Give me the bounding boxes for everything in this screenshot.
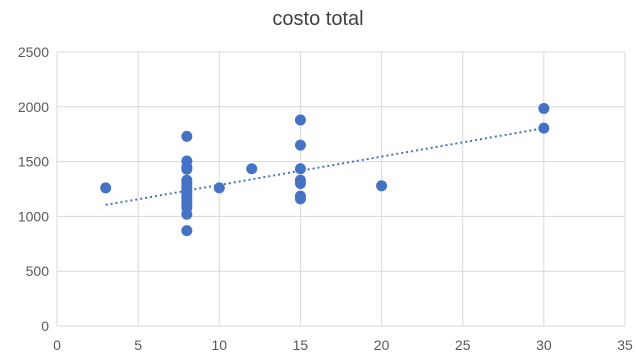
data-points xyxy=(100,102,550,237)
x-tick-label: 20 xyxy=(374,337,390,352)
y-tick-label: 0 xyxy=(41,318,49,334)
data-point xyxy=(100,182,112,194)
y-tick-label: 500 xyxy=(26,263,50,279)
trendline xyxy=(105,127,545,206)
y-tick-label: 1500 xyxy=(18,154,49,170)
x-tick-label: 5 xyxy=(134,337,142,352)
data-point xyxy=(538,102,550,114)
data-point xyxy=(181,130,193,142)
x-tick-label: 35 xyxy=(617,337,633,352)
x-tick-label: 0 xyxy=(53,337,61,352)
data-point xyxy=(294,114,306,126)
grid xyxy=(56,51,626,327)
x-tick-label: 15 xyxy=(293,337,309,352)
data-point xyxy=(294,139,306,151)
x-tick-label: 30 xyxy=(536,337,552,352)
y-tick-label: 2500 xyxy=(18,44,49,60)
data-point xyxy=(181,225,193,237)
data-point xyxy=(294,178,306,190)
data-point xyxy=(213,182,225,194)
y-tick-label: 1000 xyxy=(18,208,49,224)
data-point xyxy=(294,193,306,205)
x-tick-label: 25 xyxy=(455,337,471,352)
x-tick-label: 10 xyxy=(211,337,227,352)
chart-title: costo total xyxy=(272,8,364,30)
data-point xyxy=(181,208,193,220)
data-point xyxy=(376,180,388,192)
data-point xyxy=(181,163,193,175)
tick-labels: 0 500 1000 1500 2000 2500 0 5 10 15 20 25 30 35 xyxy=(18,44,633,352)
trendline-layer xyxy=(105,127,545,206)
data-point xyxy=(246,163,258,175)
y-tick-label: 2000 xyxy=(18,99,49,115)
data-point xyxy=(294,163,306,175)
data-point xyxy=(538,122,550,134)
